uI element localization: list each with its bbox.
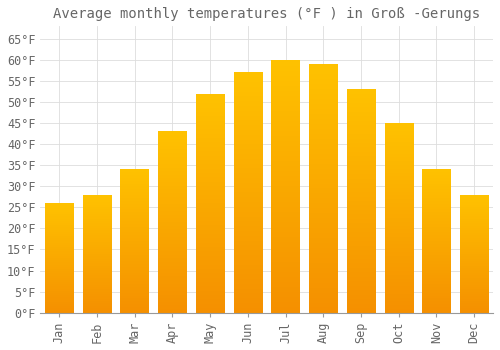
Title: Average monthly temperatures (°F ) in Groß -Gerungs: Average monthly temperatures (°F ) in Gr…: [53, 7, 480, 21]
